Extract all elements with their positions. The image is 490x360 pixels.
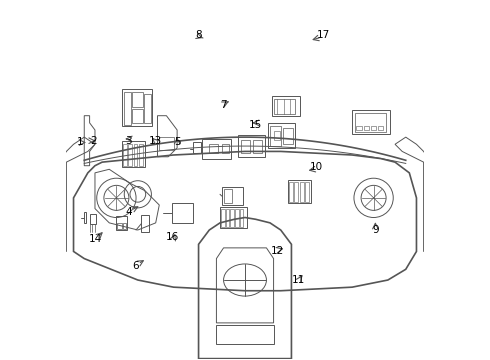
- Bar: [172, 203, 193, 223]
- Bar: [209, 144, 218, 153]
- Bar: [226, 208, 229, 227]
- Bar: [123, 223, 126, 229]
- Bar: [117, 216, 127, 230]
- Bar: [238, 135, 265, 157]
- Bar: [235, 208, 239, 227]
- Bar: [217, 325, 273, 344]
- Text: 1: 1: [76, 138, 83, 148]
- Bar: [242, 140, 250, 153]
- Bar: [356, 126, 362, 130]
- Bar: [123, 144, 127, 166]
- Bar: [223, 189, 232, 203]
- Bar: [123, 93, 131, 125]
- Text: 5: 5: [174, 138, 180, 148]
- Bar: [128, 144, 132, 166]
- Bar: [159, 137, 173, 150]
- Text: 3: 3: [125, 136, 132, 146]
- Bar: [222, 187, 243, 205]
- Text: 17: 17: [317, 30, 330, 40]
- Bar: [118, 223, 122, 229]
- Text: 11: 11: [292, 275, 305, 285]
- Bar: [139, 144, 143, 166]
- Bar: [364, 126, 369, 130]
- Bar: [222, 144, 229, 153]
- Bar: [220, 207, 247, 228]
- Bar: [83, 212, 86, 223]
- Bar: [272, 96, 300, 116]
- Text: 13: 13: [148, 136, 162, 146]
- Text: 2: 2: [90, 136, 97, 146]
- Bar: [144, 94, 151, 123]
- Bar: [288, 180, 311, 203]
- Bar: [300, 182, 304, 202]
- Bar: [132, 109, 143, 123]
- Bar: [273, 131, 280, 140]
- Text: 15: 15: [249, 120, 262, 130]
- Text: 14: 14: [89, 234, 102, 244]
- Bar: [142, 215, 149, 232]
- Bar: [352, 110, 390, 134]
- Bar: [221, 208, 224, 227]
- Text: 10: 10: [310, 162, 323, 172]
- Bar: [289, 182, 293, 202]
- Bar: [193, 143, 201, 153]
- Bar: [122, 89, 152, 126]
- Bar: [90, 213, 96, 224]
- Text: 12: 12: [270, 247, 284, 256]
- Text: 16: 16: [166, 232, 179, 242]
- Bar: [122, 141, 145, 167]
- Text: 7: 7: [220, 100, 227, 110]
- Bar: [268, 123, 295, 148]
- Text: 6: 6: [133, 261, 139, 271]
- Bar: [305, 182, 309, 202]
- Bar: [134, 144, 138, 166]
- Bar: [253, 140, 262, 153]
- Bar: [273, 99, 295, 114]
- Bar: [202, 139, 231, 158]
- Bar: [230, 208, 234, 227]
- Bar: [355, 113, 387, 132]
- Text: 8: 8: [195, 30, 202, 40]
- Bar: [294, 182, 298, 202]
- Text: 4: 4: [125, 207, 132, 217]
- Bar: [371, 126, 376, 130]
- Bar: [283, 128, 293, 144]
- Bar: [378, 126, 383, 130]
- Text: 9: 9: [372, 225, 379, 235]
- Bar: [132, 93, 143, 107]
- Bar: [240, 208, 243, 227]
- Bar: [270, 126, 281, 146]
